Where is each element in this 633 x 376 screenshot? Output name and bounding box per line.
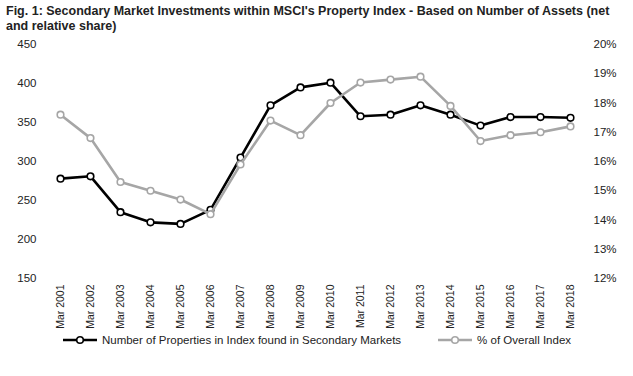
- svg-text:250: 250: [17, 194, 36, 206]
- svg-text:Mar 2016: Mar 2016: [504, 284, 516, 329]
- html-text:% of Overall Index: % of Overall Index: [477, 334, 572, 346]
- svg-text:Mar 2012: Mar 2012: [384, 284, 396, 329]
- svg-text:Mar 2009: Mar 2009: [294, 284, 306, 329]
- svg-text:Mar 2014: Mar 2014: [444, 284, 456, 329]
- svg-text:Mar 2013: Mar 2013: [414, 284, 426, 329]
- svg-text:Mar 2001: Mar 2001: [54, 284, 66, 329]
- svg-text:Mar 2006: Mar 2006: [204, 284, 216, 329]
- svg-text:20%: 20%: [594, 38, 617, 50]
- svg-text:16%: 16%: [594, 155, 617, 167]
- svg-text:Mar 2015: Mar 2015: [474, 284, 486, 329]
- svg-text:13%: 13%: [594, 243, 617, 255]
- svg-text:12%: 12%: [594, 272, 617, 284]
- svg-text:400: 400: [17, 77, 36, 89]
- svg-text:350: 350: [17, 116, 36, 128]
- svg-text:15%: 15%: [594, 184, 617, 196]
- svg-text:200: 200: [17, 233, 36, 245]
- svg-text:Mar 2011: Mar 2011: [354, 284, 366, 328]
- svg-text:Mar 2008: Mar 2008: [264, 284, 276, 329]
- svg-text:Mar 2017: Mar 2017: [534, 284, 546, 329]
- svg-text:18%: 18%: [594, 97, 617, 109]
- svg-text:Mar 2003: Mar 2003: [114, 284, 126, 329]
- svg-text:300: 300: [17, 155, 36, 167]
- svg-text:Mar 2004: Mar 2004: [144, 284, 156, 329]
- svg-text:17%: 17%: [594, 126, 617, 138]
- svg-text:Mar 2002: Mar 2002: [84, 284, 96, 329]
- svg-text:450: 450: [17, 38, 36, 50]
- svg-text:19%: 19%: [594, 67, 617, 79]
- html-text:Number of Properties in Index: Number of Properties in Index found in S…: [101, 334, 402, 346]
- svg-text:Mar 2005: Mar 2005: [174, 284, 186, 329]
- svg-text:150: 150: [17, 272, 36, 284]
- svg-text:Mar 2018: Mar 2018: [564, 284, 576, 329]
- html-text:Fig. 1: Secondary Market Inves: Fig. 1: Secondary Market Investments wit…: [6, 4, 610, 33]
- svg-text:Mar 2010: Mar 2010: [324, 284, 336, 329]
- svg-text:14%: 14%: [594, 214, 617, 226]
- svg-text:Mar 2007: Mar 2007: [234, 284, 246, 329]
